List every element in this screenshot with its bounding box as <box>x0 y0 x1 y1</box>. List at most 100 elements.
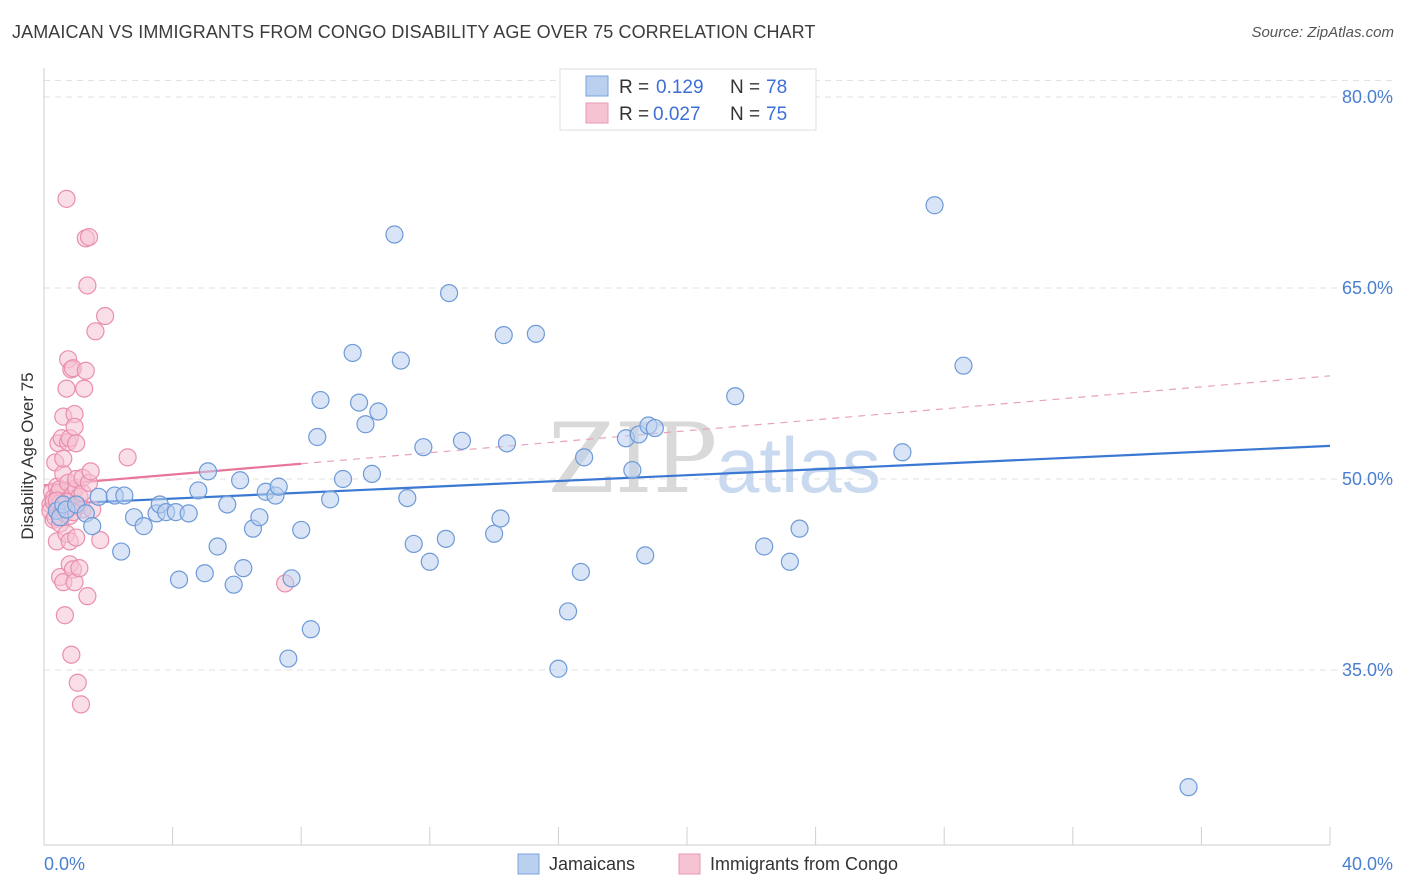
y-tick-label: 65.0% <box>1342 278 1393 298</box>
legend-r-label-2: R = <box>619 104 649 125</box>
jamaican-point <box>494 326 513 345</box>
jamaican-point <box>636 546 655 565</box>
congo-points <box>41 189 295 714</box>
jamaican-point <box>549 659 568 678</box>
x-tick-label-min: 0.0% <box>44 854 85 874</box>
jamaican-point <box>558 602 578 621</box>
congo-point <box>78 587 97 606</box>
source-label: Source: ZipAtlas.com <box>1251 24 1394 41</box>
bottom-legend-swatch-congo <box>678 853 701 875</box>
jamaican-point <box>452 431 472 450</box>
congo-point <box>118 448 137 467</box>
legend-n-value-2: 75 <box>766 104 787 125</box>
congo-point <box>86 322 105 341</box>
jamaican-point <box>89 487 108 506</box>
y-tick-label: 50.0% <box>1342 469 1393 489</box>
jamaican-point <box>195 564 214 583</box>
watermark-atlas: atlas <box>716 421 881 509</box>
x-ticks <box>172 827 1331 845</box>
jamaican-point <box>282 569 301 588</box>
jamaican-point <box>189 481 208 500</box>
jamaican-point <box>234 559 253 578</box>
congo-point <box>65 417 84 436</box>
jamaican-point <box>321 490 340 509</box>
legend-swatch-jamaicans <box>585 75 609 97</box>
jamaican-point <box>343 343 362 363</box>
y-tick-labels: 80.0% 65.0% 50.0% 35.0% <box>1342 87 1393 680</box>
congo-point <box>71 695 91 714</box>
jamaican-point <box>398 489 417 508</box>
congo-point <box>54 449 73 468</box>
legend-r-value-1: 0.129 <box>656 77 704 98</box>
jamaican-point <box>279 649 298 668</box>
jamaican-point <box>349 393 369 412</box>
legend-n-label-2: N = <box>730 104 760 125</box>
jamaican-point <box>308 427 327 447</box>
jamaican-point <box>333 469 353 489</box>
jamaican-point <box>311 390 330 410</box>
congo-point <box>78 276 97 295</box>
congo-point <box>55 606 74 625</box>
jamaican-point <box>726 387 745 406</box>
jamaican-point <box>218 495 237 514</box>
jamaican-point <box>115 486 134 505</box>
congo-trend-extension <box>301 375 1331 465</box>
congo-point <box>68 673 87 692</box>
jamaican-point <box>269 477 288 496</box>
bottom-legend-swatch-jamaicans <box>517 853 540 875</box>
jamaican-point <box>420 552 439 571</box>
y-tick-label: 80.0% <box>1342 87 1393 107</box>
legend-r-label-1: R = <box>619 77 649 98</box>
jamaican-point <box>292 520 311 540</box>
jamaican-point <box>369 402 388 421</box>
jamaican-point <box>780 552 799 571</box>
jamaican-point <box>623 460 642 480</box>
grid <box>44 79 1393 671</box>
jamaican-point <box>231 471 250 490</box>
congo-point <box>62 645 81 664</box>
jamaican-point <box>485 524 504 543</box>
congo-point <box>70 559 89 578</box>
legend-n-label-1: N = <box>730 77 760 98</box>
jamaican-points <box>47 196 1198 797</box>
congo-point <box>76 361 95 380</box>
jamaican-point <box>250 508 269 527</box>
jamaican-point <box>391 351 410 370</box>
jamaican-point <box>497 434 517 453</box>
jamaican-point <box>755 537 774 556</box>
y-axis-title: Disability Age Over 75 <box>18 372 37 539</box>
bottom-legend-congo: Immigrants from Congo <box>710 854 898 874</box>
bottom-legend: Jamaicans Immigrants from Congo <box>517 853 898 875</box>
congo-point <box>57 189 76 208</box>
congo-point <box>95 306 115 326</box>
bottom-legend-jamaicans: Jamaicans <box>549 854 635 874</box>
jamaican-point <box>356 415 375 434</box>
jamaican-point <box>83 517 102 536</box>
jamaican-point <box>491 509 510 528</box>
legend-n-value-1: 78 <box>766 77 787 98</box>
jamaican-point <box>575 448 594 467</box>
chart-title: JAMAICAN VS IMMIGRANTS FROM CONGO DISABI… <box>12 22 816 42</box>
jamaican-point <box>198 462 218 481</box>
jamaican-point <box>169 570 189 589</box>
jamaican-point <box>404 534 423 554</box>
watermark: ZIP atlas <box>548 403 881 515</box>
jamaican-point <box>224 575 243 594</box>
legend: R = 0.129 N = 78 R = 0.027 N = 75 <box>559 68 817 131</box>
jamaican-point <box>526 324 545 343</box>
jamaican-point <box>439 283 459 303</box>
jamaican-point <box>893 443 912 462</box>
legend-swatch-congo <box>585 102 609 124</box>
jamaican-point <box>112 542 131 561</box>
jamaican-point <box>645 418 664 438</box>
jamaican-point <box>179 504 198 523</box>
congo-point <box>67 434 86 453</box>
jamaican-point <box>954 356 973 375</box>
watermark-zip: ZIP <box>548 403 717 515</box>
jamaican-point <box>362 464 382 484</box>
jamaican-point <box>414 438 433 457</box>
legend-r-value-2: 0.027 <box>653 104 701 125</box>
jamaican-point <box>790 519 809 538</box>
jamaican-point <box>436 529 455 548</box>
